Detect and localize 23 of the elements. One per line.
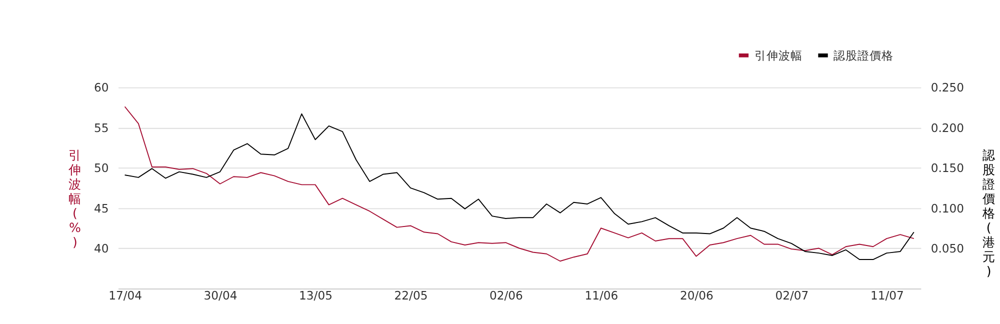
x-tick-label: 20/06 xyxy=(680,288,714,303)
y-tick-label: 55 xyxy=(94,120,109,135)
x-tick-label: 17/04 xyxy=(108,288,142,303)
x-tick-label: 30/04 xyxy=(204,288,238,303)
x-tick-label: 13/05 xyxy=(299,288,332,303)
x-tick-label: 02/06 xyxy=(490,288,523,303)
x-tick-label: 22/05 xyxy=(394,288,428,303)
text: 認股證價格(港元) xyxy=(982,147,996,278)
y2-tick-label: 0.250 xyxy=(930,80,964,95)
x-tick-label: 11/06 xyxy=(584,288,618,303)
y-axis-title: 引伸波幅(%) xyxy=(67,147,82,250)
x-tick-label: 02/07 xyxy=(775,288,809,303)
x-tick-label: 11/07 xyxy=(870,288,904,303)
y2-tick-label: 0.100 xyxy=(930,201,964,216)
y2-tick-label: 0.200 xyxy=(930,120,964,135)
y-tick-label: 60 xyxy=(94,80,109,95)
y2-tick-label: 0.050 xyxy=(930,242,964,256)
legend-label: 引伸波幅 xyxy=(754,48,802,62)
y-tick-label: 50 xyxy=(94,161,109,176)
legend-label: 認股證價格 xyxy=(834,48,894,62)
y2-tick-label: 0.150 xyxy=(930,161,964,176)
y-tick-label: 45 xyxy=(94,201,109,216)
y-tick-label: 40 xyxy=(94,242,109,256)
